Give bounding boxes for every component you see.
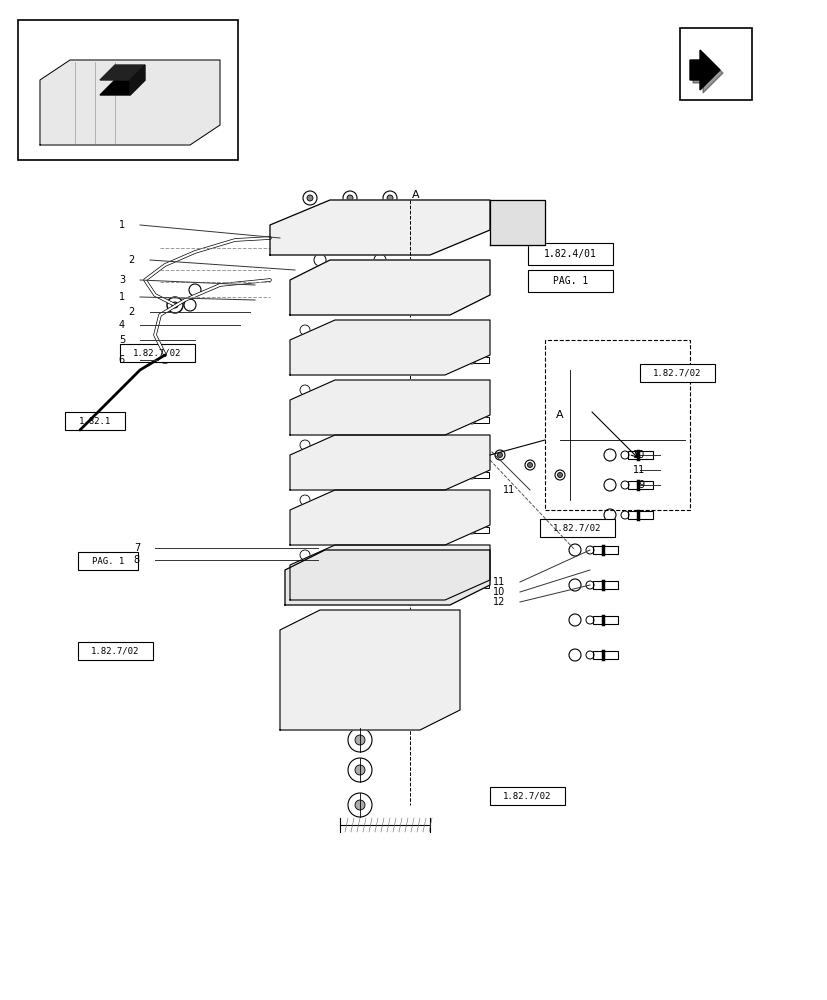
Ellipse shape [328, 649, 351, 661]
Polygon shape [289, 380, 490, 435]
Text: 3: 3 [119, 275, 125, 285]
Text: 1.82.7/02: 1.82.7/02 [91, 646, 140, 656]
Bar [335, 652, 370, 658]
Text: A: A [412, 190, 419, 200]
Bar [335, 622, 370, 628]
Text: 10: 10 [492, 587, 504, 597]
Bar [335, 682, 370, 688]
Polygon shape [270, 200, 490, 255]
Text: 2: 2 [128, 255, 135, 265]
Text: 12: 12 [492, 597, 504, 607]
Circle shape [307, 195, 313, 201]
Text: 6: 6 [119, 355, 125, 365]
Bar [473, 452, 489, 458]
Bar [65, 412, 125, 430]
Bar [473, 507, 489, 513]
Text: 1: 1 [119, 292, 125, 302]
Text: 2: 2 [128, 307, 135, 317]
Text: 1.82.1: 1.82.1 [79, 416, 111, 426]
Bar [473, 397, 489, 403]
Circle shape [557, 473, 562, 478]
Bar [120, 344, 195, 362]
Text: 1: 1 [119, 220, 125, 230]
Text: A: A [555, 410, 563, 420]
Polygon shape [100, 80, 145, 95]
Text: 1.82.7/02: 1.82.7/02 [653, 368, 700, 377]
Text: 8: 8 [134, 555, 140, 565]
Bar [18, 20, 237, 160]
Polygon shape [289, 545, 490, 600]
Circle shape [355, 800, 365, 810]
Bar [78, 642, 153, 660]
Ellipse shape [328, 709, 351, 721]
Bar [627, 511, 653, 519]
Bar [473, 472, 489, 478]
Bar [679, 28, 751, 100]
Text: 11: 11 [632, 465, 644, 475]
Text: PAG. 1: PAG. 1 [552, 276, 587, 286]
Polygon shape [692, 53, 722, 93]
Ellipse shape [328, 619, 351, 631]
Text: 11: 11 [502, 485, 514, 495]
Bar [592, 546, 617, 554]
Bar [544, 340, 689, 510]
Circle shape [347, 195, 352, 201]
Bar [592, 616, 617, 624]
Bar [473, 562, 489, 568]
Text: 1.82.7/02: 1.82.7/02 [552, 524, 601, 532]
Polygon shape [490, 200, 544, 245]
Polygon shape [100, 65, 145, 80]
Bar [528, 243, 612, 265]
Bar [592, 651, 617, 659]
Polygon shape [689, 50, 719, 90]
Circle shape [172, 302, 178, 308]
Bar [473, 337, 489, 343]
Circle shape [386, 195, 393, 201]
Polygon shape [289, 435, 490, 490]
Bar [335, 712, 370, 718]
Bar [539, 519, 614, 537]
Bar [473, 357, 489, 363]
Text: 1.82.7/02: 1.82.7/02 [133, 349, 181, 358]
Circle shape [162, 352, 168, 358]
Text: 1.82.7/02: 1.82.7/02 [503, 791, 551, 800]
Bar [473, 582, 489, 588]
Text: PAG. 1: PAG. 1 [92, 556, 124, 566]
Bar [528, 270, 612, 292]
Polygon shape [289, 490, 490, 545]
Text: 7: 7 [134, 543, 140, 553]
Bar [490, 787, 564, 805]
Ellipse shape [328, 679, 351, 691]
Circle shape [527, 462, 532, 468]
Text: 10: 10 [632, 450, 644, 460]
Text: 1.82.4/01: 1.82.4/01 [543, 249, 596, 259]
Circle shape [497, 452, 502, 458]
Bar [78, 552, 138, 570]
Bar [627, 451, 653, 459]
Bar [473, 527, 489, 533]
Polygon shape [280, 610, 460, 730]
Circle shape [355, 735, 365, 745]
Polygon shape [289, 260, 490, 315]
Text: 9: 9 [638, 480, 644, 490]
Circle shape [355, 765, 365, 775]
Text: 5: 5 [118, 335, 125, 345]
Polygon shape [289, 320, 490, 375]
Polygon shape [284, 550, 490, 605]
Bar [592, 581, 617, 589]
Text: 11: 11 [492, 577, 504, 587]
Polygon shape [40, 60, 220, 145]
Bar [473, 417, 489, 423]
Bar [639, 364, 715, 382]
Polygon shape [130, 65, 145, 95]
Bar [627, 481, 653, 489]
Text: 4: 4 [119, 320, 125, 330]
